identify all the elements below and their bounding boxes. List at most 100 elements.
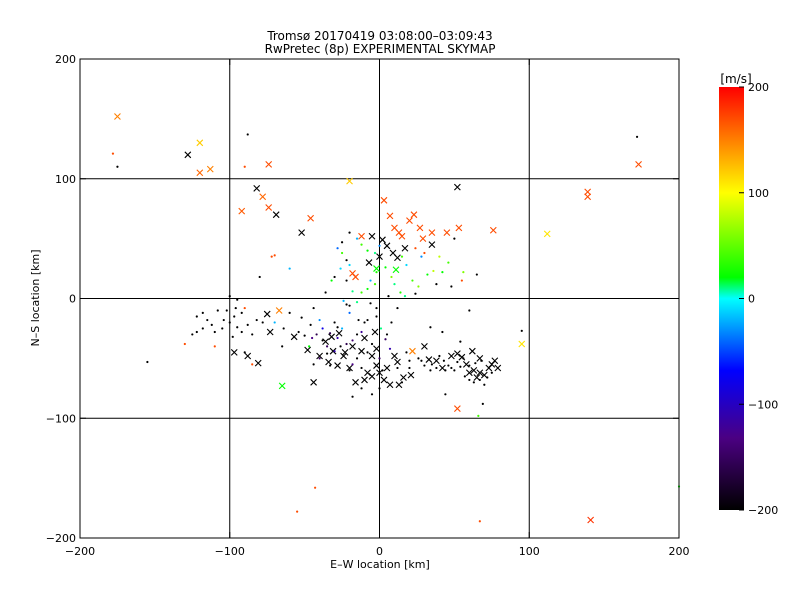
data-point-x bbox=[453, 350, 461, 357]
data-point-dot bbox=[340, 241, 344, 244]
data-point-dot bbox=[481, 402, 484, 405]
data-point-x bbox=[635, 160, 642, 168]
data-point-dot bbox=[444, 393, 447, 396]
data-point-dot bbox=[311, 336, 314, 340]
data-point-dot bbox=[303, 334, 306, 337]
data-point-x bbox=[518, 340, 526, 348]
data-point-dot bbox=[400, 381, 404, 384]
data-point-dot bbox=[480, 359, 483, 362]
data-point-x bbox=[489, 226, 497, 234]
data-point-dot bbox=[225, 309, 228, 312]
data-point-x bbox=[310, 378, 317, 386]
data-point-x bbox=[358, 347, 365, 355]
data-point-x bbox=[358, 232, 365, 240]
data-point-dot bbox=[315, 333, 318, 336]
data-point-dot bbox=[381, 369, 384, 372]
data-point-dot bbox=[438, 255, 441, 258]
data-point-dot bbox=[340, 251, 344, 255]
data-point-dot bbox=[396, 366, 399, 370]
data-point-dot bbox=[342, 299, 345, 302]
data-point-x bbox=[196, 139, 204, 147]
data-point-dot bbox=[246, 323, 249, 326]
data-point-x bbox=[244, 352, 252, 360]
data-point-dot bbox=[355, 300, 359, 304]
data-point-dot bbox=[336, 326, 339, 329]
data-point-dot bbox=[379, 327, 383, 330]
data-point-x bbox=[334, 362, 341, 369]
data-point-dot bbox=[432, 269, 435, 273]
data-point-dot bbox=[423, 251, 426, 255]
data-point-x bbox=[433, 357, 440, 365]
data-point-dot bbox=[393, 283, 396, 286]
data-point-x bbox=[409, 347, 416, 355]
data-point-dot bbox=[325, 345, 329, 348]
data-point-dot bbox=[378, 357, 381, 360]
data-point-dot bbox=[438, 354, 441, 358]
data-point-x bbox=[373, 362, 380, 369]
data-point-dot bbox=[420, 359, 423, 362]
data-point-x bbox=[364, 369, 371, 377]
data-point-dot bbox=[405, 263, 408, 267]
data-point-dot bbox=[309, 323, 312, 326]
data-point-dot bbox=[460, 279, 463, 282]
data-point-dot bbox=[462, 271, 465, 274]
colorbar-tick-label: 200 bbox=[748, 81, 769, 94]
grid bbox=[80, 59, 679, 538]
data-point-dot bbox=[483, 383, 486, 386]
data-point-dot bbox=[399, 291, 402, 294]
data-point-x bbox=[421, 343, 428, 350]
data-point-dot bbox=[370, 342, 374, 346]
data-point-x bbox=[265, 160, 273, 168]
data-point-x bbox=[352, 273, 359, 281]
data-point-dot bbox=[453, 237, 456, 240]
data-point-dot bbox=[297, 330, 300, 334]
data-point-dot bbox=[363, 321, 366, 324]
data-point-dot bbox=[447, 261, 450, 264]
data-point-x bbox=[361, 376, 368, 384]
data-point-x bbox=[254, 359, 262, 367]
data-point-dot bbox=[360, 243, 363, 246]
data-point-x bbox=[341, 348, 349, 356]
data-point-x bbox=[298, 229, 306, 237]
data-point-dot bbox=[429, 326, 432, 329]
data-point-x bbox=[253, 184, 261, 192]
data-point-dot bbox=[430, 363, 434, 366]
data-point-dot bbox=[360, 387, 363, 390]
data-point-dot bbox=[288, 267, 291, 270]
data-point-dot bbox=[355, 333, 359, 336]
data-point-x bbox=[352, 378, 359, 386]
data-point-x bbox=[379, 236, 386, 244]
data-point-dot bbox=[441, 330, 444, 334]
data-point-x bbox=[278, 382, 286, 390]
data-point-dot bbox=[255, 318, 258, 322]
data-point-dot bbox=[417, 285, 420, 288]
data-point-dot bbox=[333, 275, 336, 279]
data-point-dot bbox=[417, 357, 420, 360]
data-point-x bbox=[365, 259, 373, 266]
data-point-dot bbox=[213, 330, 216, 334]
data-point-dot bbox=[308, 345, 311, 348]
data-point-x bbox=[476, 369, 484, 377]
colorbar-tick-label: −200 bbox=[748, 504, 778, 517]
data-point-dot bbox=[296, 510, 299, 513]
data-point-dot bbox=[414, 292, 417, 295]
data-point-dot bbox=[348, 311, 351, 314]
data-point-x bbox=[386, 381, 394, 389]
data-point-dot bbox=[459, 340, 462, 343]
data-point-dot bbox=[333, 321, 336, 324]
data-point-x bbox=[494, 364, 502, 372]
data-point-x bbox=[584, 188, 592, 196]
data-point-x bbox=[587, 516, 595, 524]
data-point-dot bbox=[478, 378, 481, 382]
data-point-x bbox=[543, 230, 551, 238]
data-point-x bbox=[325, 358, 332, 366]
data-point-dot bbox=[312, 363, 315, 366]
data-point-dot bbox=[385, 333, 389, 336]
data-point-dot bbox=[369, 279, 372, 282]
data-point-x bbox=[394, 358, 401, 366]
data-point-dot bbox=[336, 336, 339, 340]
data-point-x bbox=[238, 207, 246, 215]
data-point-dot bbox=[282, 327, 285, 330]
data-point-dot bbox=[281, 345, 284, 348]
data-point-x bbox=[386, 212, 394, 220]
